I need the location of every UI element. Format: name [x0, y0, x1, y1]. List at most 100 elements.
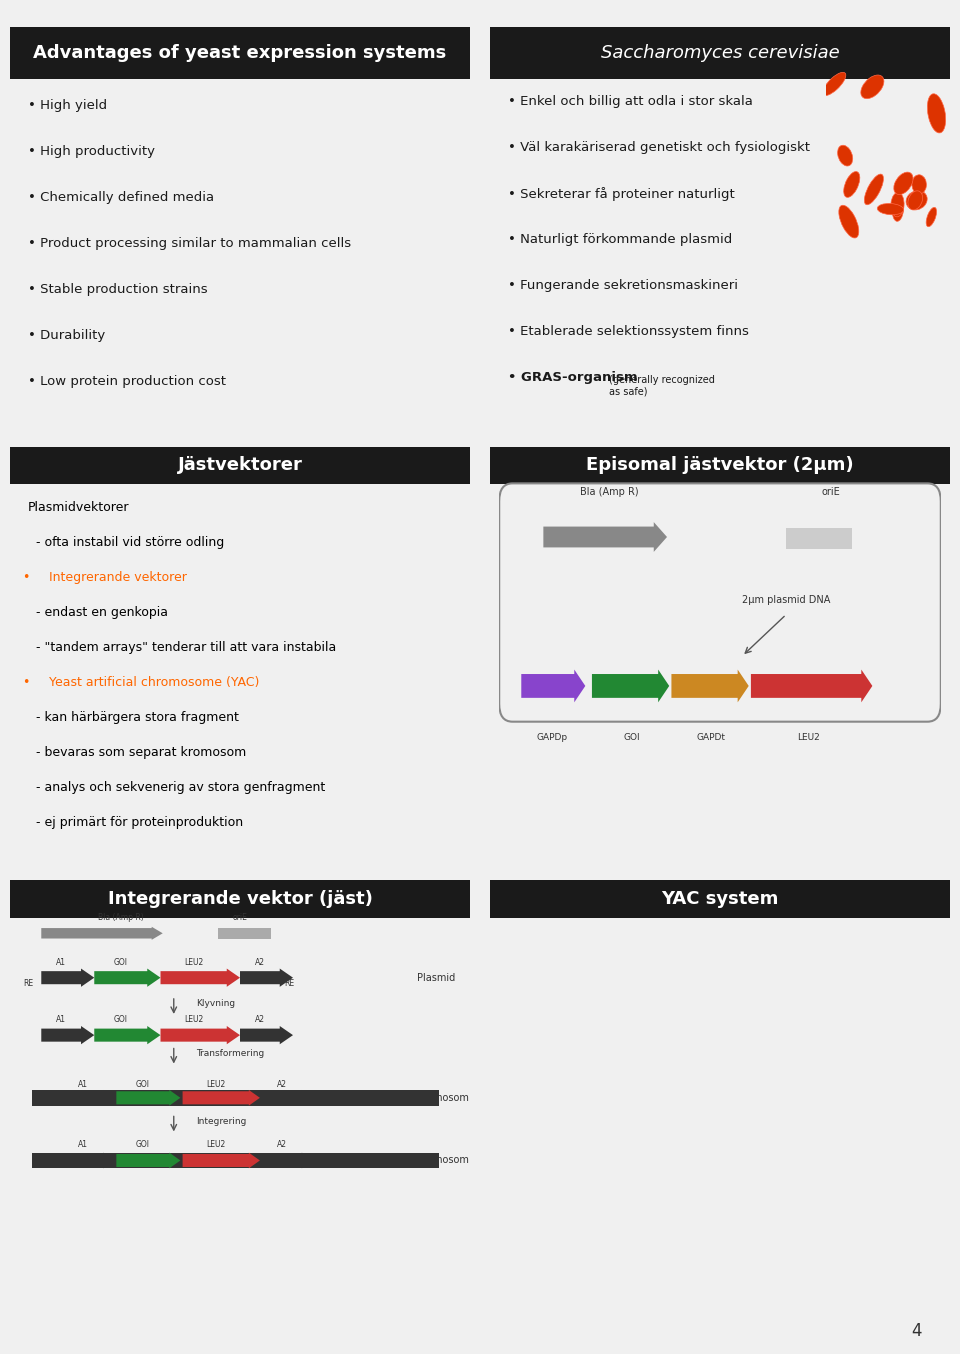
Text: A1: A1 [56, 957, 66, 967]
Text: 4: 4 [911, 1323, 922, 1340]
FancyArrow shape [116, 1152, 180, 1169]
Bar [33, 1152, 439, 1169]
Text: Episomal jästvektor (2μm): Episomal jästvektor (2μm) [587, 456, 853, 474]
Text: oriE: oriE [821, 487, 840, 497]
Text: Plasmid: Plasmid [417, 972, 455, 983]
Text: Kromosom: Kromosom [417, 1093, 468, 1102]
FancyArrow shape [63, 1090, 114, 1106]
FancyArrow shape [160, 968, 240, 987]
Ellipse shape [877, 203, 903, 215]
Text: GAPDt: GAPDt [697, 733, 726, 742]
Text: GAPDp: GAPDp [537, 733, 567, 742]
FancyArrow shape [41, 968, 94, 987]
Ellipse shape [837, 145, 852, 167]
Text: • Stable production strains: • Stable production strains [28, 283, 207, 295]
Text: LEU2: LEU2 [184, 1016, 204, 1024]
Ellipse shape [906, 191, 927, 210]
Text: (generally recognized
as safe): (generally recognized as safe) [610, 375, 715, 397]
FancyBboxPatch shape [490, 447, 950, 483]
FancyArrow shape [751, 669, 873, 703]
Text: A2: A2 [276, 1080, 287, 1090]
Text: Plasmidvektorer: Plasmidvektorer [28, 501, 130, 513]
Text: - kan härbärgera stora fragment: - kan härbärgera stora fragment [28, 711, 239, 724]
Text: oriE: oriE [232, 913, 248, 922]
Text: • Fungerande sekretionsmaskineri: • Fungerande sekretionsmaskineri [508, 279, 738, 291]
Text: RE: RE [284, 979, 295, 987]
Ellipse shape [892, 198, 903, 221]
Ellipse shape [823, 72, 846, 96]
Text: LEU2: LEU2 [206, 1140, 226, 1150]
Text: • Naturligt förkommande plasmid: • Naturligt förkommande plasmid [508, 233, 732, 246]
FancyArrow shape [592, 669, 669, 703]
FancyArrow shape [262, 1152, 313, 1169]
Text: • Low protein production cost: • Low protein production cost [28, 375, 226, 387]
Ellipse shape [926, 207, 937, 226]
FancyArrow shape [671, 669, 749, 703]
Text: GOI: GOI [136, 1080, 150, 1090]
Text: Klyvning: Klyvning [196, 999, 235, 1009]
FancyArrow shape [41, 1026, 94, 1044]
Text: • Chemically defined media: • Chemically defined media [28, 191, 214, 204]
Text: •: • [23, 571, 35, 584]
Bar [33, 1090, 439, 1106]
FancyArrow shape [41, 926, 162, 940]
Text: 2μm plasmid DNA: 2μm plasmid DNA [742, 594, 830, 604]
Text: Integrering: Integrering [196, 1117, 246, 1127]
FancyBboxPatch shape [10, 27, 470, 79]
Text: •: • [23, 676, 35, 689]
FancyArrow shape [160, 1026, 240, 1044]
Ellipse shape [891, 192, 904, 217]
Text: • Durability: • Durability [28, 329, 106, 341]
Text: GOI: GOI [114, 957, 128, 967]
Text: • GRAS-organism: • GRAS-organism [508, 371, 642, 383]
Text: Saccharomyces cerevisiae: Saccharomyces cerevisiae [601, 45, 839, 62]
FancyArrow shape [182, 1152, 260, 1169]
Text: - ej primärt för proteinproduktion: - ej primärt för proteinproduktion [28, 816, 243, 830]
Text: Jästvektorer: Jästvektorer [178, 456, 302, 474]
Text: Kromosom: Kromosom [417, 1155, 468, 1166]
Text: • Product processing similar to mammalian cells: • Product processing similar to mammalia… [28, 237, 351, 249]
FancyBboxPatch shape [490, 27, 950, 79]
Text: Integrerande vektorer: Integrerande vektorer [49, 571, 186, 584]
FancyArrow shape [240, 968, 293, 987]
Text: GOI: GOI [136, 1140, 150, 1150]
Text: RE: RE [24, 979, 34, 987]
Ellipse shape [844, 172, 860, 198]
FancyArrow shape [240, 1026, 293, 1044]
Text: LEU2: LEU2 [184, 957, 204, 967]
Text: Yeast artificial chromosome (YAC): Yeast artificial chromosome (YAC) [49, 676, 259, 689]
FancyBboxPatch shape [10, 880, 470, 918]
FancyArrow shape [543, 523, 667, 552]
Text: GOI: GOI [623, 733, 640, 742]
Text: A1: A1 [78, 1140, 88, 1150]
Bar [786, 528, 852, 548]
Text: - analys och sekvenerig av stora genfragment: - analys och sekvenerig av stora genfrag… [28, 781, 325, 795]
Text: - bevaras som separat kromosom: - bevaras som separat kromosom [28, 746, 247, 760]
Text: A1: A1 [78, 1080, 88, 1090]
Bar [218, 927, 271, 938]
Ellipse shape [864, 175, 883, 204]
Text: Bla (Amp R): Bla (Amp R) [580, 487, 639, 497]
Text: • Etablerade selektionssystem finns: • Etablerade selektionssystem finns [508, 325, 749, 337]
Text: LEU2: LEU2 [206, 1080, 226, 1090]
Text: Bla (Amp R): Bla (Amp R) [98, 913, 144, 922]
Text: - endast en genkopia: - endast en genkopia [28, 605, 168, 619]
FancyArrow shape [94, 968, 160, 987]
Ellipse shape [861, 74, 884, 99]
Ellipse shape [908, 191, 923, 210]
Text: A2: A2 [254, 1016, 265, 1024]
Text: LEU2: LEU2 [797, 733, 820, 742]
Text: • High productivity: • High productivity [28, 145, 155, 158]
Text: • High yield: • High yield [28, 99, 108, 112]
Text: Transformering: Transformering [196, 1049, 264, 1057]
Text: YAC system: YAC system [661, 890, 779, 909]
Text: A2: A2 [254, 957, 265, 967]
Text: • Sekreterar få proteiner naturligt: • Sekreterar få proteiner naturligt [508, 187, 734, 200]
Ellipse shape [927, 93, 946, 133]
FancyArrow shape [262, 1090, 313, 1106]
Text: A1: A1 [56, 1016, 66, 1024]
Ellipse shape [839, 206, 859, 238]
Text: - ofta instabil vid större odling: - ofta instabil vid större odling [28, 536, 225, 548]
Text: • Väl karakäriserad genetiskt och fysiologiskt: • Väl karakäriserad genetiskt och fysiol… [508, 141, 810, 154]
FancyArrow shape [521, 669, 586, 703]
